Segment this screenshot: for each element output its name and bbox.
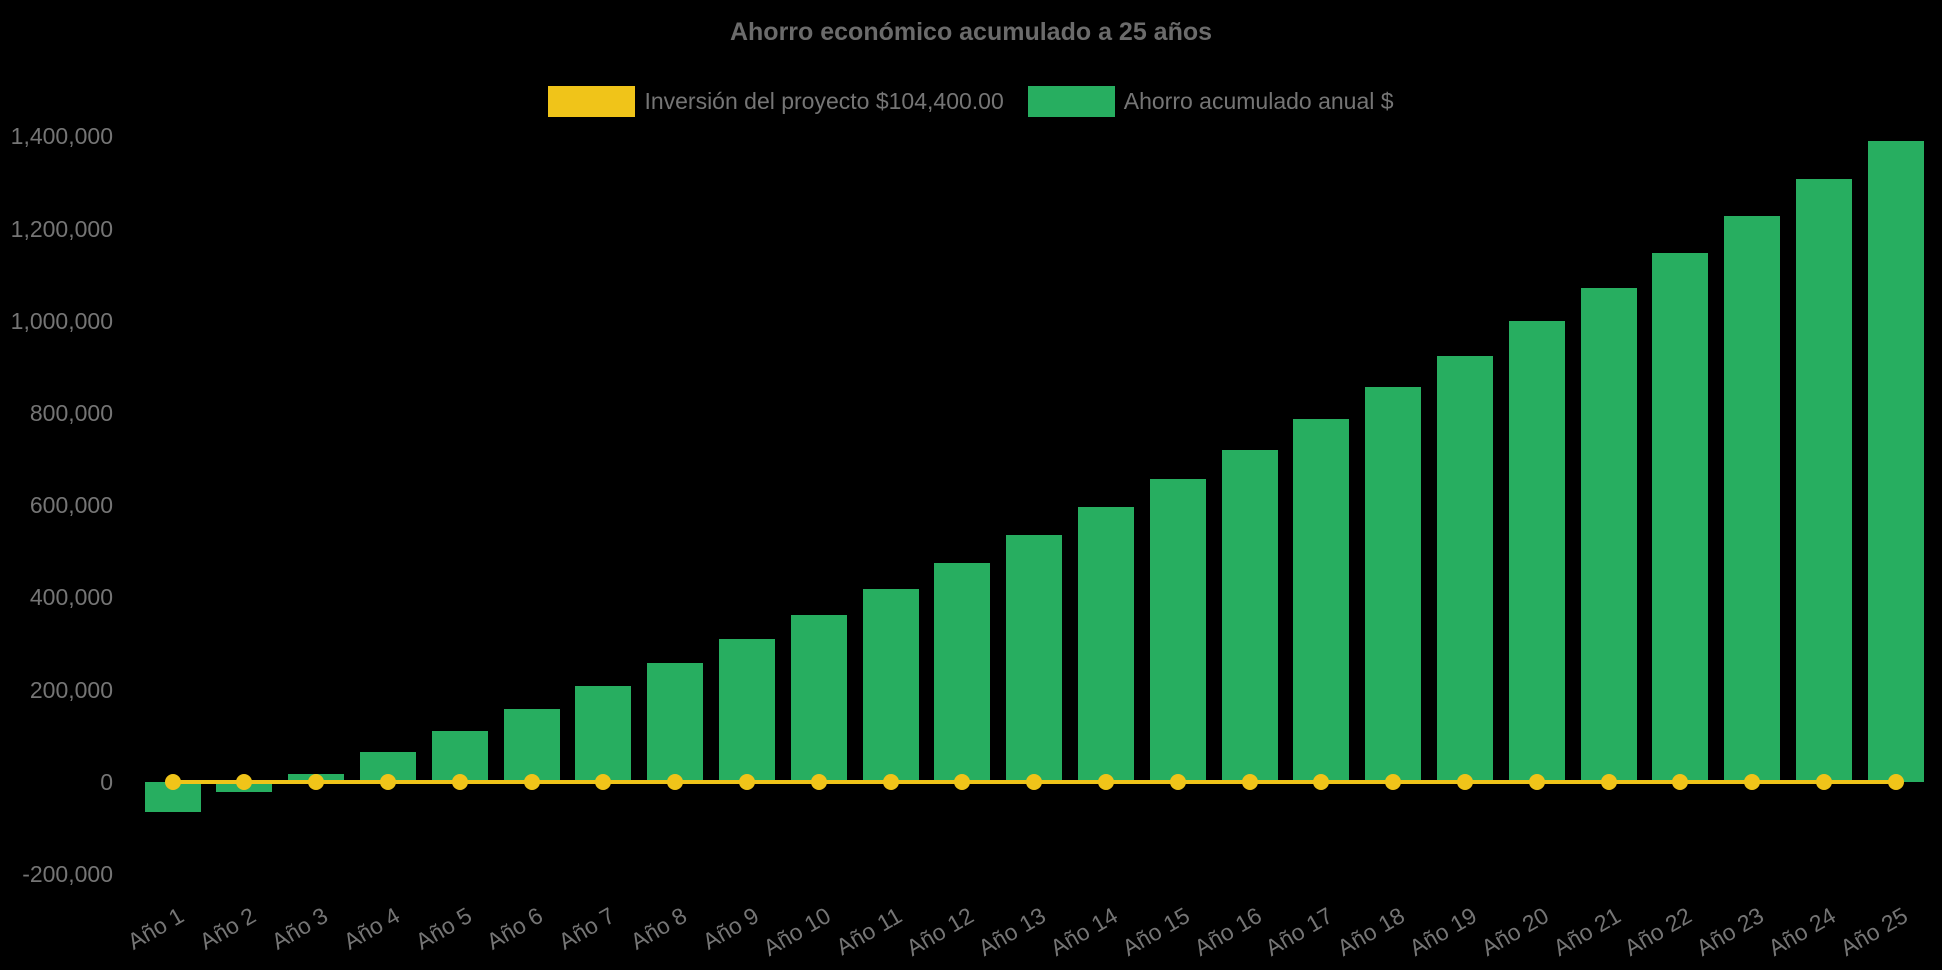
savings-bar[interactable]: [1077, 506, 1134, 782]
x-axis-label: Año 14: [1045, 902, 1122, 961]
investment-point[interactable]: [164, 773, 181, 790]
x-axis-label: Año 19: [1404, 902, 1481, 961]
investment-point[interactable]: [1169, 773, 1186, 790]
savings-bar[interactable]: [1867, 141, 1924, 782]
savings-bar[interactable]: [1652, 252, 1709, 782]
savings-bar[interactable]: [1293, 418, 1350, 782]
savings-bar[interactable]: [1580, 288, 1637, 782]
investment-point[interactable]: [1528, 773, 1545, 790]
y-axis-label: 1,400,000: [10, 123, 113, 150]
investment-point[interactable]: [738, 773, 755, 790]
investment-point[interactable]: [1887, 773, 1904, 790]
investment-point[interactable]: [1672, 773, 1689, 790]
investment-point[interactable]: [595, 773, 612, 790]
savings-bar[interactable]: [1221, 449, 1278, 782]
investment-point[interactable]: [236, 773, 253, 790]
investment-swatch-icon: [548, 85, 636, 117]
savings-bar[interactable]: [1436, 356, 1493, 782]
x-axis-label: Año 6: [482, 902, 548, 955]
investment-point[interactable]: [1456, 773, 1473, 790]
x-axis-label: Año 18: [1332, 902, 1410, 961]
savings-bar[interactable]: [1365, 386, 1422, 782]
savings-bar[interactable]: [1149, 478, 1206, 782]
x-axis-label: Año 17: [1261, 902, 1338, 961]
x-axis-label: Año 22: [1620, 902, 1697, 961]
investment-point[interactable]: [810, 773, 827, 790]
savings-bar[interactable]: [1795, 179, 1852, 782]
legend-label-investment: Inversión del proyecto $104,400.00: [644, 87, 1004, 114]
x-axis-label: Año 2: [195, 902, 261, 955]
x-axis-label: Año 7: [554, 902, 620, 955]
investment-point[interactable]: [1744, 773, 1761, 790]
y-axis-label: 800,000: [29, 399, 113, 426]
y-axis-label: 1,000,000: [10, 307, 113, 334]
legend: Inversión del proyecto $104,400.00 Ahorr…: [0, 84, 1942, 118]
legend-item-investment[interactable]: Inversión del proyecto $104,400.00: [548, 85, 1004, 117]
savings-bar[interactable]: [1006, 534, 1063, 782]
x-axis-label: Año 15: [1117, 902, 1194, 961]
x-axis-label: Año 24: [1763, 902, 1840, 961]
savings-bar[interactable]: [1508, 321, 1565, 782]
investment-point[interactable]: [954, 773, 971, 790]
x-axis-label: Año 23: [1691, 902, 1769, 961]
investment-point[interactable]: [523, 773, 540, 790]
investment-point[interactable]: [1097, 773, 1114, 790]
investment-point[interactable]: [1026, 773, 1043, 790]
legend-label-savings: Ahorro acumulado anual $: [1123, 87, 1394, 114]
x-axis-label: Año 3: [267, 902, 333, 955]
investment-point[interactable]: [1241, 773, 1258, 790]
investment-point[interactable]: [882, 773, 899, 790]
investment-point[interactable]: [1815, 773, 1832, 790]
y-axis-label: 200,000: [29, 676, 113, 703]
x-axis-label: Año 9: [697, 902, 763, 955]
y-axis-label: 400,000: [29, 584, 113, 611]
savings-bar[interactable]: [431, 730, 488, 782]
savings-bar[interactable]: [1724, 215, 1781, 782]
savings-bar[interactable]: [862, 588, 919, 782]
savings-bar[interactable]: [647, 663, 704, 782]
legend-item-savings[interactable]: Ahorro acumulado anual $: [1027, 85, 1394, 117]
savings-bar[interactable]: [790, 615, 847, 782]
chart-title: Ahorro económico acumulado a 25 años: [729, 18, 1213, 46]
y-axis-label: -200,000: [22, 860, 113, 887]
y-axis-label: 1,200,000: [10, 215, 113, 242]
investment-point[interactable]: [308, 773, 325, 790]
y-axis-label: 600,000: [29, 492, 113, 519]
x-axis-label: Año 12: [902, 902, 979, 961]
x-axis-label: Año 10: [758, 902, 835, 961]
savings-bar[interactable]: [575, 686, 632, 782]
investment-point[interactable]: [451, 773, 468, 790]
investment-point[interactable]: [379, 773, 396, 790]
savings-swatch-icon: [1027, 85, 1115, 117]
investment-point[interactable]: [1313, 773, 1330, 790]
x-axis-label: Año 20: [1476, 902, 1553, 961]
x-axis-label: Año 4: [338, 902, 404, 955]
x-axis-label: Año 21: [1548, 902, 1625, 961]
y-axis-label: 0: [100, 768, 113, 795]
x-axis-label: Año 16: [1189, 902, 1266, 961]
savings-bar[interactable]: [934, 562, 991, 782]
x-axis-label: Año 25: [1835, 902, 1912, 961]
savings-bar[interactable]: [718, 638, 775, 782]
x-axis-label: Año 1: [123, 902, 189, 955]
savings-bar[interactable]: [503, 708, 560, 782]
investment-point[interactable]: [667, 773, 684, 790]
x-axis-label: Año 8: [626, 902, 692, 955]
investment-point[interactable]: [1600, 773, 1617, 790]
x-axis-label: Año 11: [831, 902, 907, 961]
x-axis-label: Año 5: [410, 902, 476, 955]
x-axis-label: Año 13: [973, 902, 1051, 961]
investment-point[interactable]: [1385, 773, 1402, 790]
